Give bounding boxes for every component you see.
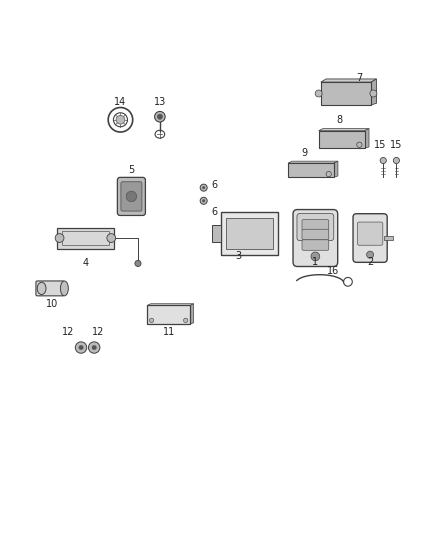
Circle shape: [149, 318, 154, 322]
Bar: [319, 131, 364, 148]
FancyBboxPatch shape: [302, 220, 328, 230]
Circle shape: [370, 90, 377, 97]
Circle shape: [75, 342, 87, 353]
Circle shape: [311, 252, 320, 261]
Text: 12: 12: [62, 327, 74, 337]
Polygon shape: [190, 304, 194, 324]
Polygon shape: [364, 128, 369, 148]
Text: 8: 8: [336, 115, 343, 125]
Bar: [212, 225, 221, 243]
Text: 13: 13: [154, 97, 166, 107]
Text: 1: 1: [312, 257, 318, 267]
Bar: [226, 219, 273, 249]
Circle shape: [326, 172, 331, 177]
Circle shape: [92, 345, 96, 350]
Circle shape: [357, 142, 362, 147]
Text: 14: 14: [114, 97, 127, 107]
Circle shape: [202, 187, 205, 189]
Text: 6: 6: [212, 207, 218, 217]
Ellipse shape: [60, 281, 68, 296]
FancyBboxPatch shape: [121, 182, 142, 211]
Polygon shape: [334, 161, 338, 177]
FancyBboxPatch shape: [302, 229, 328, 240]
Text: 4: 4: [82, 258, 88, 268]
Circle shape: [126, 191, 137, 201]
Circle shape: [116, 115, 125, 124]
Text: 15: 15: [374, 140, 386, 150]
Ellipse shape: [37, 282, 46, 295]
FancyBboxPatch shape: [36, 281, 64, 296]
Circle shape: [200, 184, 207, 191]
Bar: [62, 231, 109, 245]
Circle shape: [380, 157, 386, 164]
Text: 11: 11: [162, 327, 175, 337]
Text: 7: 7: [356, 73, 362, 83]
Circle shape: [367, 251, 374, 258]
Circle shape: [393, 157, 399, 164]
Bar: [221, 212, 278, 255]
Circle shape: [55, 233, 64, 243]
Polygon shape: [319, 128, 369, 131]
Polygon shape: [147, 304, 194, 305]
FancyBboxPatch shape: [297, 214, 334, 240]
Text: 6: 6: [212, 181, 218, 190]
Circle shape: [200, 197, 207, 204]
Bar: [288, 163, 334, 177]
FancyBboxPatch shape: [302, 240, 328, 251]
Text: 3: 3: [236, 251, 242, 261]
Polygon shape: [321, 79, 376, 82]
Text: 10: 10: [46, 298, 59, 309]
Text: 5: 5: [128, 165, 134, 175]
FancyBboxPatch shape: [117, 177, 145, 215]
Text: 15: 15: [390, 140, 403, 150]
Polygon shape: [371, 79, 376, 105]
Text: 12: 12: [92, 327, 105, 337]
Circle shape: [135, 260, 141, 266]
Bar: [57, 228, 114, 248]
Bar: [321, 82, 371, 105]
FancyBboxPatch shape: [293, 209, 338, 266]
Circle shape: [79, 345, 83, 350]
Circle shape: [315, 90, 322, 97]
Circle shape: [202, 199, 205, 202]
Circle shape: [155, 111, 165, 122]
Bar: [147, 305, 190, 324]
Text: 16: 16: [327, 266, 339, 276]
Bar: [384, 236, 393, 240]
FancyBboxPatch shape: [357, 222, 383, 245]
Circle shape: [88, 342, 100, 353]
Text: 2: 2: [367, 257, 373, 267]
Circle shape: [184, 318, 188, 322]
FancyBboxPatch shape: [353, 214, 387, 262]
Circle shape: [107, 233, 116, 243]
Text: 9: 9: [301, 148, 307, 158]
Polygon shape: [288, 161, 338, 163]
Circle shape: [157, 114, 162, 119]
